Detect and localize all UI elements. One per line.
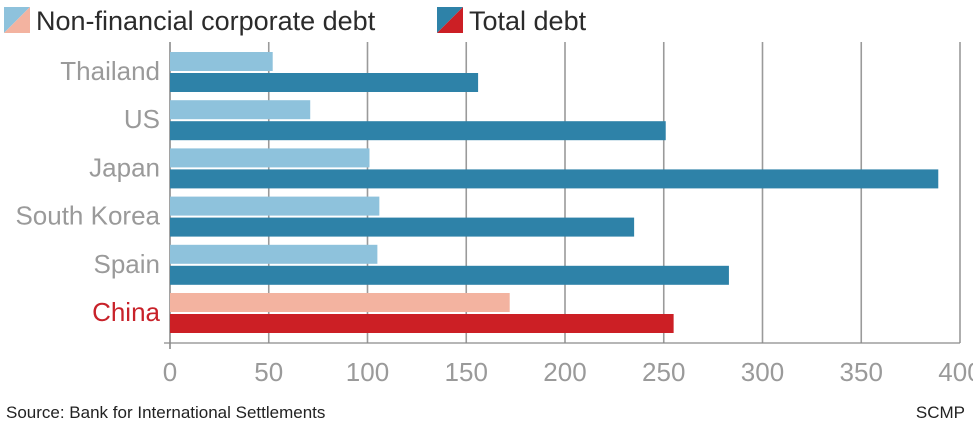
category-label-japan: Japan <box>89 152 160 182</box>
category-label-china: China <box>92 297 160 327</box>
x-tick-label-150: 150 <box>445 357 488 387</box>
category-label-south-korea: South Korea <box>15 201 160 231</box>
gridlines <box>164 42 961 349</box>
bar-total-us <box>170 121 666 141</box>
bar-total-thailand <box>170 73 479 92</box>
x-tick-label-0: 0 <box>163 357 177 387</box>
bar-total-china <box>170 314 674 333</box>
x-tick-label-350: 350 <box>840 357 883 387</box>
category-label-us: US <box>124 104 160 134</box>
legend-swatch-total <box>437 7 463 33</box>
category-label-spain: Spain <box>94 249 161 279</box>
x-tick-label-50: 50 <box>254 357 283 387</box>
bar-total-south-korea <box>170 217 635 237</box>
category-label-thailand: Thailand <box>60 56 160 86</box>
legend-swatch-non-financial-red <box>4 7 30 33</box>
x-axis-ticks: 0 50 100 150 200 250 300 350 400 <box>163 357 973 387</box>
x-tick-label-100: 100 <box>346 357 389 387</box>
legend-label-non-financial: Non-financial corporate debt <box>36 6 376 36</box>
category-labels: Thailand US Japan South Korea Spain China <box>15 56 160 327</box>
legend-swatch-total-red <box>437 7 463 33</box>
legend: Non-financial corporate debt Total debt <box>4 6 587 36</box>
bar-non-financial-thailand <box>170 52 273 71</box>
bars <box>170 52 939 333</box>
legend-swatch-non-financial <box>4 7 30 33</box>
bar-total-spain <box>170 265 729 285</box>
bar-non-financial-china <box>170 293 510 312</box>
bar-total-japan <box>170 169 939 189</box>
bar-non-financial-south-korea <box>170 196 380 216</box>
source-note: Source: Bank for International Settlemen… <box>6 403 325 422</box>
x-tick-label-200: 200 <box>543 357 586 387</box>
bar-non-financial-japan <box>170 148 370 168</box>
x-tick-label-400: 400 <box>938 357 973 387</box>
bar-non-financial-us <box>170 100 311 120</box>
legend-label-total: Total debt <box>469 6 587 36</box>
x-tick-label-300: 300 <box>741 357 784 387</box>
bar-non-financial-spain <box>170 244 378 264</box>
credit-label: SCMP <box>916 403 965 422</box>
x-tick-label-250: 250 <box>642 357 685 387</box>
